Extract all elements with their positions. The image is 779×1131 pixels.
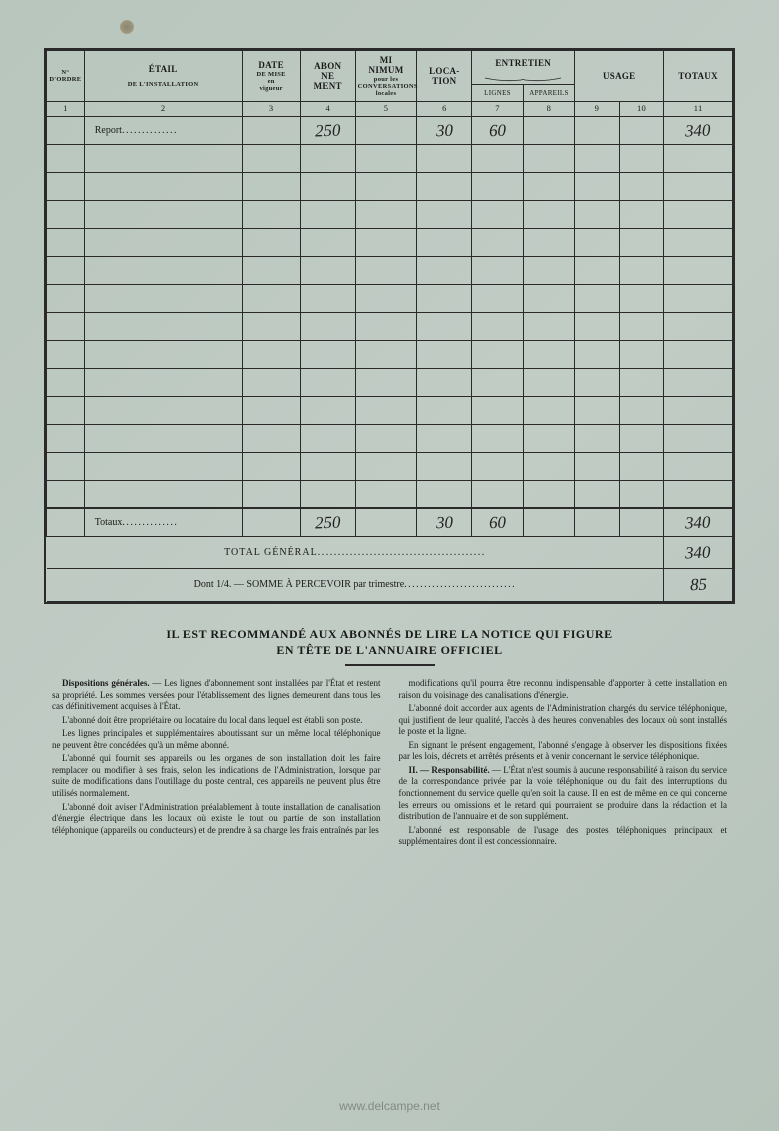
report-label: Report: [95, 125, 122, 136]
body-p3: Les lignes principales et supplémentaire…: [52, 728, 381, 751]
col-totaux: TOTAUX: [664, 51, 733, 102]
body-p7: L'abonné doit accorder aux agents de l'A…: [399, 703, 728, 738]
report-entretien: 60: [489, 120, 507, 140]
col-entretien-lignes: LIGNES: [472, 84, 523, 101]
colnum: 10: [619, 102, 664, 117]
ledger-table: N° D'ORDRE ÉTAIL DE L'INSTALLATION DATE …: [46, 50, 733, 602]
colnum: 2: [84, 102, 242, 117]
section2-head: II. — Responsabilité.: [409, 765, 490, 775]
col-detail: ÉTAIL DE L'INSTALLATION: [84, 51, 242, 102]
colnum: 3: [242, 102, 300, 117]
ledger-frame: N° D'ORDRE ÉTAIL DE L'INSTALLATION DATE …: [44, 48, 735, 604]
table-row: [47, 424, 733, 452]
table-row: [47, 284, 733, 312]
total-general-row: TOTAL GÉNÉRAL 340: [47, 536, 733, 569]
colnum: 11: [664, 102, 733, 117]
table-row: [47, 452, 733, 480]
colnum: 8: [523, 102, 574, 117]
total-general-value: 340: [685, 542, 711, 562]
colnum: 5: [355, 102, 417, 117]
colnum: 9: [575, 102, 620, 117]
entretien-brace: [472, 76, 575, 85]
heading-line1: IL EST RECOMMANDÉ AUX ABONNÉS DE LIRE LA…: [166, 627, 612, 641]
table-row: [47, 228, 733, 256]
col-usage: USAGE: [575, 51, 664, 102]
report-row: Report 250 30 60 340: [47, 116, 733, 144]
body-p2: L'abonné doit être propriétaire ou locat…: [52, 715, 381, 727]
notice-heading: IL EST RECOMMANDÉ AUX ABONNÉS DE LIRE LA…: [44, 626, 735, 666]
col-minimum: MI NIMUM pour les CONVERSATIONS locales: [355, 51, 417, 102]
col-abonnement: ABON NE MENT: [300, 51, 355, 102]
body-s2p2: L'abonné est responsable de l'usage des …: [399, 825, 728, 848]
report-abonnement: 250: [315, 120, 341, 140]
totaux-location: 30: [436, 513, 454, 533]
watermark: www.delcampe.net: [0, 1099, 779, 1113]
total-general-label: TOTAL GÉNÉRAL: [224, 547, 318, 558]
per-trimestre-row: Dont 1/4. — SOMME À PERCEVOIR par trimes…: [47, 569, 733, 602]
per-trimestre-value: 85: [689, 575, 707, 595]
totaux-totaux: 340: [685, 512, 711, 532]
section1-head: Dispositions générales.: [62, 678, 150, 688]
heading-line2: EN TÊTE DE L'ANNUAIRE OFFICIEL: [276, 643, 502, 657]
totaux-row: Totaux 250 30 60 340: [47, 508, 733, 536]
table-row: [47, 256, 733, 284]
table-row: [47, 144, 733, 172]
report-totaux: 340: [685, 120, 711, 140]
col-entretien: ENTRETIEN: [472, 51, 575, 76]
colnum: 4: [300, 102, 355, 117]
body-text: Dispositions générales. — Les lignes d'a…: [44, 678, 735, 847]
table-row: [47, 172, 733, 200]
table-row: [47, 340, 733, 368]
table-row: [47, 312, 733, 340]
report-location: 30: [436, 120, 454, 140]
totaux-abonnement: 250: [315, 512, 341, 532]
body-p5: L'abonné doit aviser l'Administration pr…: [52, 802, 381, 837]
body-p4: L'abonné qui fournit ses appareils ou le…: [52, 753, 381, 799]
table-row: [47, 480, 733, 508]
table-row: [47, 200, 733, 228]
col-ordre: N° D'ORDRE: [47, 51, 85, 102]
totaux-entretien: 60: [489, 513, 507, 533]
col-date: DATE DE MISE en vigueur: [242, 51, 300, 102]
totaux-label: Totaux: [95, 517, 123, 528]
table-row: [47, 368, 733, 396]
col-location: LOCA- TION: [417, 51, 472, 102]
per-trimestre-label: Dont 1/4. — SOMME À PERCEVOIR par trimes…: [194, 579, 405, 590]
colnum: 6: [417, 102, 472, 117]
body-p6: modifications qu'il pourra être reconnu …: [399, 678, 728, 701]
body-p8: En signant le présent engagement, l'abon…: [399, 740, 728, 763]
colnum: 7: [472, 102, 523, 117]
colnum: 1: [47, 102, 85, 117]
table-row: [47, 396, 733, 424]
col-entretien-appareils: APPAREILS: [523, 84, 574, 101]
heading-rule: [345, 664, 435, 666]
